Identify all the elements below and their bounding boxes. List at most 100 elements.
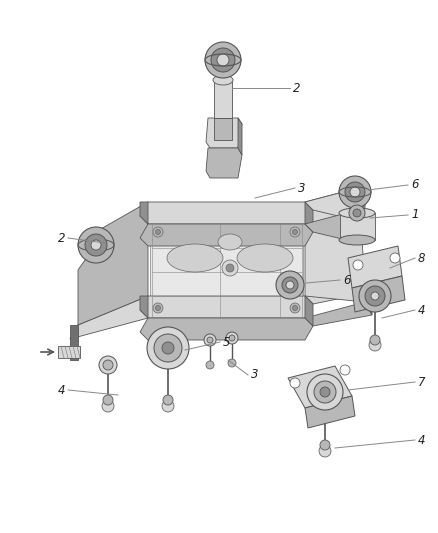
Circle shape	[359, 280, 391, 312]
Circle shape	[207, 337, 213, 343]
Circle shape	[99, 356, 117, 374]
Polygon shape	[86, 232, 92, 252]
Polygon shape	[140, 202, 148, 224]
Polygon shape	[305, 210, 365, 242]
Circle shape	[307, 374, 343, 410]
Polygon shape	[92, 202, 148, 248]
Polygon shape	[70, 325, 78, 360]
Polygon shape	[288, 366, 352, 408]
Polygon shape	[238, 118, 242, 155]
Circle shape	[103, 360, 113, 370]
Polygon shape	[150, 224, 303, 318]
Circle shape	[226, 332, 238, 344]
Circle shape	[293, 230, 297, 235]
Circle shape	[204, 334, 216, 346]
Circle shape	[155, 230, 160, 235]
Circle shape	[349, 205, 365, 221]
Text: 6: 6	[343, 273, 350, 287]
Text: 4: 4	[418, 433, 425, 447]
Polygon shape	[140, 224, 313, 246]
Polygon shape	[214, 118, 232, 140]
Polygon shape	[92, 202, 148, 248]
Circle shape	[370, 335, 380, 345]
Circle shape	[78, 227, 114, 263]
Circle shape	[162, 342, 174, 354]
Text: 4: 4	[418, 303, 425, 317]
Polygon shape	[305, 202, 313, 232]
Ellipse shape	[339, 235, 375, 245]
Polygon shape	[140, 296, 148, 318]
Circle shape	[276, 271, 304, 299]
Text: 8: 8	[418, 252, 425, 264]
Ellipse shape	[167, 244, 223, 272]
Polygon shape	[140, 296, 313, 318]
Polygon shape	[355, 198, 365, 242]
Text: 2: 2	[57, 231, 65, 245]
Polygon shape	[92, 234, 100, 270]
Polygon shape	[58, 346, 80, 358]
Circle shape	[226, 264, 234, 272]
Circle shape	[339, 176, 371, 208]
Circle shape	[103, 395, 113, 405]
Circle shape	[365, 286, 385, 306]
Ellipse shape	[213, 75, 233, 85]
Circle shape	[290, 227, 300, 237]
Ellipse shape	[218, 234, 242, 250]
Circle shape	[85, 234, 107, 256]
Text: 6: 6	[411, 179, 418, 191]
Text: 5: 5	[223, 335, 230, 349]
Circle shape	[320, 440, 330, 450]
Polygon shape	[305, 296, 313, 326]
Circle shape	[340, 365, 350, 375]
Circle shape	[147, 327, 189, 369]
Circle shape	[390, 253, 400, 263]
Polygon shape	[365, 280, 372, 315]
Circle shape	[369, 339, 381, 351]
Polygon shape	[305, 188, 365, 302]
Circle shape	[206, 361, 214, 369]
Text: 7: 7	[418, 376, 425, 389]
Circle shape	[229, 335, 235, 341]
Circle shape	[314, 381, 336, 403]
Text: 3: 3	[251, 368, 258, 382]
Circle shape	[211, 48, 235, 72]
Polygon shape	[340, 213, 375, 240]
Circle shape	[154, 334, 182, 362]
Ellipse shape	[339, 208, 375, 218]
Circle shape	[371, 292, 379, 300]
Circle shape	[228, 359, 236, 367]
Circle shape	[153, 303, 163, 313]
Polygon shape	[305, 188, 365, 220]
Text: 4: 4	[57, 384, 65, 397]
Polygon shape	[305, 302, 372, 326]
Polygon shape	[140, 318, 313, 340]
Circle shape	[350, 187, 360, 197]
Circle shape	[91, 240, 101, 250]
Polygon shape	[206, 118, 242, 148]
Circle shape	[319, 445, 331, 457]
Circle shape	[353, 260, 363, 270]
Polygon shape	[348, 246, 402, 288]
Circle shape	[290, 303, 300, 313]
Circle shape	[286, 281, 294, 289]
Polygon shape	[70, 296, 148, 339]
Polygon shape	[78, 202, 148, 325]
Polygon shape	[305, 280, 372, 304]
Polygon shape	[352, 276, 405, 312]
Circle shape	[290, 378, 300, 388]
Polygon shape	[140, 202, 313, 224]
Circle shape	[153, 227, 163, 237]
Circle shape	[345, 182, 365, 202]
Circle shape	[320, 387, 330, 397]
Polygon shape	[206, 148, 242, 178]
Circle shape	[205, 42, 241, 78]
Circle shape	[282, 277, 298, 293]
Text: 1: 1	[411, 208, 418, 222]
Ellipse shape	[237, 244, 293, 272]
Circle shape	[155, 305, 160, 311]
Circle shape	[163, 395, 173, 405]
Circle shape	[293, 305, 297, 311]
Circle shape	[102, 400, 114, 412]
Text: 3: 3	[298, 182, 305, 195]
Circle shape	[162, 400, 174, 412]
